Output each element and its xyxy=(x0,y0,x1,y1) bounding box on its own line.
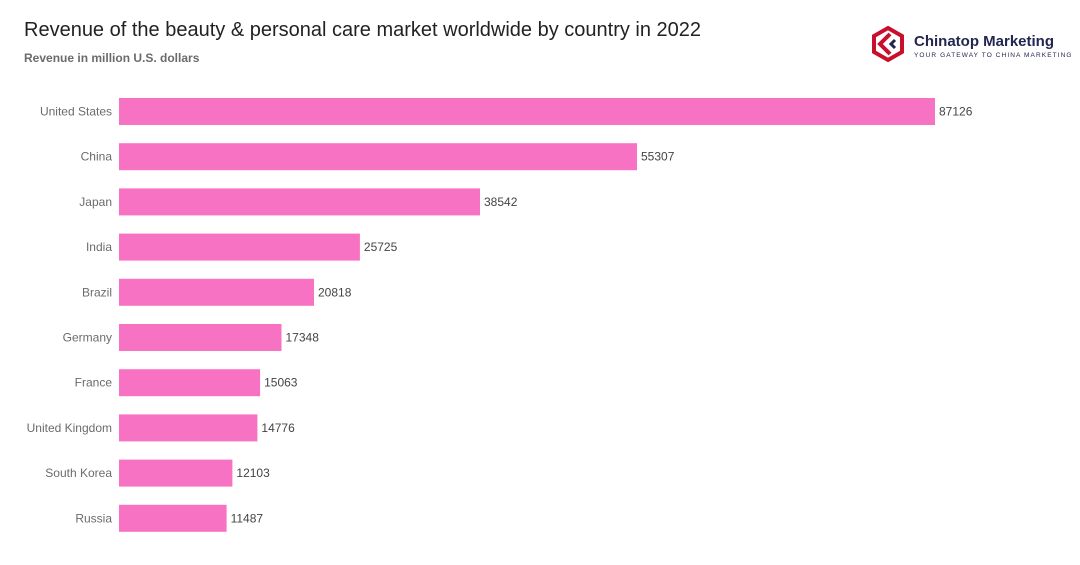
category-label: India xyxy=(86,240,112,254)
category-label: Germany xyxy=(63,331,112,345)
category-label: Japan xyxy=(79,195,112,209)
bar-brazil xyxy=(119,278,314,306)
category-label: United States xyxy=(40,105,112,119)
value-label: 55307 xyxy=(641,150,675,164)
brand-tagline: YOUR GATEWAY TO CHINA MARKETING xyxy=(914,52,1073,59)
value-label: 20818 xyxy=(318,285,352,299)
bar-india xyxy=(119,233,360,261)
bar-south-korea xyxy=(119,459,233,487)
chinatop-logo-icon xyxy=(872,25,904,63)
bar-russia xyxy=(119,504,227,532)
category-label: China xyxy=(81,150,113,164)
category-label: France xyxy=(75,376,113,390)
value-label: 38542 xyxy=(484,195,518,209)
category-label: United Kingdom xyxy=(27,421,112,435)
category-label: South Korea xyxy=(45,466,112,480)
bar-japan xyxy=(119,188,480,216)
value-label: 11487 xyxy=(231,511,264,525)
value-label: 25725 xyxy=(364,240,398,254)
value-label: 87126 xyxy=(939,105,973,119)
category-label: Brazil xyxy=(82,285,112,299)
bar-united-kingdom xyxy=(119,414,258,442)
value-label: 15063 xyxy=(264,376,298,390)
value-label: 17348 xyxy=(286,331,320,345)
brand-name: Chinatop Marketing xyxy=(914,33,1055,50)
bar-united-states xyxy=(119,98,935,125)
chart-title: Revenue of the beauty & personal care ma… xyxy=(24,19,702,41)
chart-subtitle: Revenue in million U.S. dollars xyxy=(24,51,200,65)
category-label: Russia xyxy=(75,511,112,525)
brand-logo: Chinatop Marketing YOUR GATEWAY TO CHINA… xyxy=(868,24,1071,64)
value-label: 14776 xyxy=(261,421,295,435)
value-label: 12103 xyxy=(236,466,270,480)
bar-france xyxy=(119,369,261,397)
bar-china xyxy=(119,143,637,171)
bar-germany xyxy=(119,324,282,351)
